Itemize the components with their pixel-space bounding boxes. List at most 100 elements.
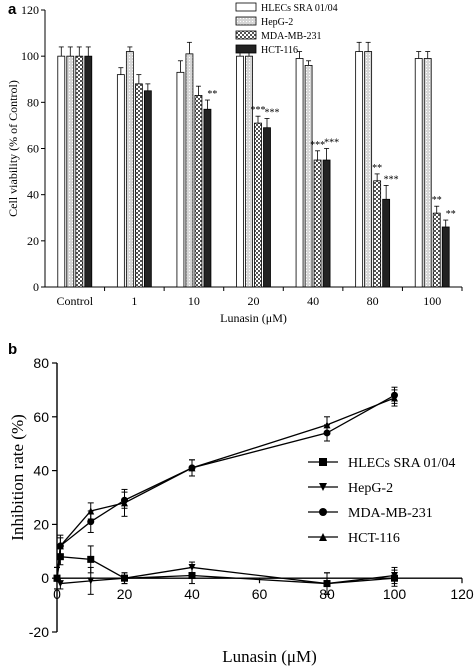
significance-label: *** [251,105,266,116]
bar [185,53,194,288]
bar [295,58,304,288]
x-tick-label: 10 [188,294,200,308]
bar [143,90,152,288]
panel-letter-a: a [8,1,17,18]
x-tick-label: Control [56,294,93,308]
y-tick-label: 40 [33,463,49,479]
y-tick-label: 80 [27,95,39,109]
marker-circle [87,518,95,526]
legend-label: HCT-116 [348,531,400,546]
x-tick-label: 20 [117,586,133,602]
x-tick-label: 40 [307,294,319,308]
bar [236,55,244,288]
bar [432,212,441,288]
series-line [56,397,395,579]
y-axis-label: Cell viability (% of Control) [6,80,20,217]
marker-triangle-up [56,542,64,550]
marker-triangle-down [121,574,128,582]
bar [57,55,66,288]
bar [203,108,212,288]
y-tick-label: 80 [33,355,49,371]
y-tick-label: -20 [29,624,49,640]
legend-label: HLECs SRA 01/04 [348,456,455,471]
x-tick-label: 60 [252,586,268,602]
legend-label: MDA-MB-231 [348,506,433,521]
legend-swatch [235,16,257,26]
bar [322,159,331,288]
x-tick-label: 120 [450,586,474,602]
bar [313,159,322,288]
legend-swatch [235,2,257,12]
significance-label: ** [372,163,382,174]
marker-triangle-down [188,563,196,571]
bar [134,83,143,288]
bar [75,55,84,288]
significance-label: *** [265,107,280,118]
y-tick-label: 0 [41,570,49,586]
bar [245,55,253,288]
x-tick-label: 100 [383,586,407,602]
x-tick-label: 1 [131,294,137,308]
bar [176,71,185,288]
legend-label: HepG-2 [261,17,293,28]
marker-square [319,458,327,466]
bar [364,51,373,288]
significance-label: ** [432,195,442,206]
y-axis-label: Inhibition rate (%) [8,414,27,541]
significance-label: *** [324,138,339,149]
significance-label: ** [207,89,217,100]
marker-triangle-up [188,464,196,472]
bar [414,58,423,288]
significance-label: *** [310,140,325,151]
bar [304,65,313,288]
x-tick-label: 80 [367,294,379,308]
y-tick-label: 20 [27,234,39,248]
panel-b: b-20020406080020406080100120Inhibition r… [8,341,474,666]
bar [84,55,93,288]
y-tick-label: 60 [33,409,49,425]
y-tick-label: 60 [27,142,39,156]
x-axis-label: Lunasin (μM) [220,311,287,325]
marker-square [188,572,196,580]
marker-triangle-down [323,580,331,588]
marker-circle [319,508,327,516]
y-tick-label: 100 [21,49,39,63]
x-tick-label: 20 [248,294,260,308]
x-tick-label: 40 [184,586,200,602]
series-line [56,394,395,579]
bar [263,127,271,288]
marker-triangle-down [391,572,398,580]
x-tick-label: 0 [53,586,61,602]
bar [194,95,203,288]
legend-label: HCT-116 [261,45,298,56]
marker-triangle-down [56,580,64,588]
bar [66,55,75,288]
marker-triangle-up [319,533,327,541]
marker-triangle-up [391,394,398,402]
series-line [56,566,395,585]
marker-triangle-up [121,499,128,507]
bar [373,180,382,288]
marker-triangle-down [319,483,327,491]
significance-label: ** [446,209,456,220]
legend-label: MDA-MB-231 [261,31,322,42]
y-tick-label: 20 [33,516,49,532]
bar [382,198,391,288]
legend-swatch [235,30,257,40]
marker-triangle-up [87,507,95,515]
legend-label: HepG-2 [348,481,393,496]
bar [423,58,432,288]
marker-triangle-up [53,574,61,582]
legend-label: HLECs SRA 01/04 [261,3,338,14]
x-axis-label: Lunasin (μM) [222,647,317,666]
panel-letter-b: b [8,341,17,358]
bar [116,74,125,288]
legend-swatch [235,44,257,54]
bar [441,226,450,288]
x-tick-label: 100 [423,294,441,308]
y-tick-label: 0 [33,280,39,294]
bar [125,51,134,288]
y-tick-label: 40 [27,188,39,202]
